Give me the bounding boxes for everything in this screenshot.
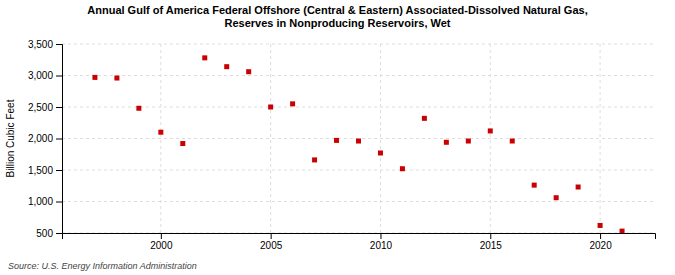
title: Annual Gulf of America Federal Offshore … — [87, 4, 587, 29]
point — [224, 64, 229, 69]
grid-line-x — [160, 44, 161, 233]
tick-mark — [56, 139, 62, 140]
tick-mark — [161, 233, 162, 239]
point — [312, 157, 317, 162]
point — [114, 76, 119, 81]
grid-line-y — [62, 201, 655, 202]
tick-label: 3,000 — [28, 70, 53, 81]
axis-line — [63, 234, 656, 240]
point — [290, 101, 295, 106]
tick: 2005 — [260, 233, 283, 251]
point — [334, 138, 339, 143]
point — [400, 166, 405, 171]
point — [598, 223, 603, 228]
annotation: Source: U.S. Energy Information Administ… — [8, 261, 197, 271]
tick: 2,500 — [28, 102, 62, 113]
tick: 2010 — [370, 233, 393, 251]
x-axis: 2000 2005 2010 2015 2020 — [63, 233, 656, 251]
tick-mark — [56, 44, 62, 45]
axis-line — [56, 45, 63, 234]
tick: 2015 — [480, 233, 503, 251]
tick-label: 2005 — [260, 240, 283, 251]
tick-mark — [56, 107, 62, 108]
point — [554, 195, 559, 200]
tick-mark — [490, 233, 491, 239]
tick: 1,000 — [28, 196, 62, 207]
point — [444, 140, 449, 145]
tick-label: 1,500 — [28, 165, 53, 176]
tick-mark — [380, 233, 381, 239]
point — [466, 139, 471, 144]
point — [488, 128, 493, 133]
chart: 2000 2005 2010 2015 2020 500 1,000 1,500 2,000 2,… — [0, 0, 675, 275]
tick-mark — [271, 233, 272, 239]
point — [268, 105, 273, 110]
point — [158, 130, 163, 135]
point — [510, 139, 515, 144]
y-axis-label: Billion Cubic Feet — [5, 99, 16, 177]
grid-line-y — [62, 170, 655, 171]
tick-label: 2,500 — [28, 102, 53, 113]
point — [246, 69, 251, 74]
tick-label: 2000 — [150, 240, 173, 251]
tick: 2000 — [150, 233, 173, 251]
tick-label: 500 — [36, 228, 53, 239]
tick-mark — [600, 233, 601, 239]
point — [136, 106, 141, 111]
tick: 2,000 — [28, 133, 62, 144]
tick-mark — [56, 76, 62, 77]
tick-label: 3,500 — [28, 39, 53, 50]
point — [532, 183, 537, 188]
grid-line-y — [62, 107, 655, 108]
tick-label: 2,000 — [28, 133, 53, 144]
plot: 2000 2005 2010 2015 2020 500 1,000 1,500 2,000 2,… — [28, 39, 656, 251]
tick: 2020 — [589, 233, 612, 251]
tick: 3,000 — [28, 70, 62, 81]
point — [620, 229, 625, 233]
tick-mark — [56, 202, 62, 203]
grid-line-x — [490, 44, 491, 233]
tick-label: 2010 — [370, 240, 393, 251]
points — [92, 55, 624, 233]
point — [422, 116, 427, 121]
y-axis: 500 1,000 1,500 2,000 2,500 3,000 3,500 — [28, 39, 63, 239]
tick-label: 2015 — [480, 240, 503, 251]
tick: 1,500 — [28, 165, 62, 176]
tick-label: 2020 — [589, 240, 612, 251]
grid-line-y — [62, 75, 655, 76]
point — [378, 150, 383, 155]
point — [202, 55, 207, 60]
tick-mark — [56, 233, 62, 234]
point — [92, 75, 97, 80]
point — [180, 141, 185, 146]
tick-mark — [56, 170, 62, 171]
point — [356, 139, 361, 144]
grid-line-x — [380, 44, 381, 233]
tick: 500 — [36, 228, 62, 239]
grid-line-x — [270, 44, 271, 233]
grid-line-x — [600, 44, 601, 233]
grid-line-y — [62, 44, 655, 45]
point — [576, 185, 581, 190]
tick-label: 1,000 — [28, 196, 53, 207]
tick: 3,500 — [28, 39, 62, 50]
grid — [62, 44, 655, 233]
